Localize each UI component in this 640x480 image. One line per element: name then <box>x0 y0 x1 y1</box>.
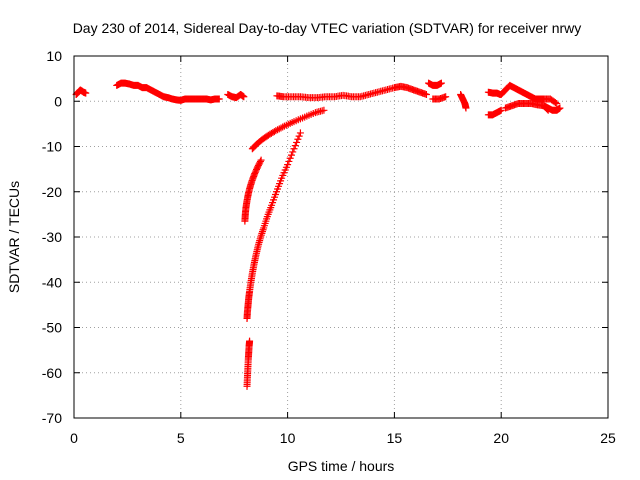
y-tick-label: -20 <box>42 184 62 200</box>
data-point <box>556 104 564 112</box>
x-axis-label: GPS time / hours <box>288 458 395 474</box>
x-tick-label: 25 <box>600 430 616 446</box>
data-point <box>442 93 450 101</box>
y-tick-label: 10 <box>46 48 62 64</box>
x-tick-label: 5 <box>177 430 185 446</box>
y-tick-label: -60 <box>42 365 62 381</box>
y-tick-label: -40 <box>42 274 62 290</box>
y-tick-label: 0 <box>54 93 62 109</box>
y-tick-labels: 10 0 -10 -20 -30 -40 -50 -60 -70 <box>42 48 62 426</box>
y-tick-label: -30 <box>42 229 62 245</box>
data-point <box>290 145 298 153</box>
x-tick-label: 0 <box>70 430 78 446</box>
data-point <box>551 99 559 107</box>
data-point <box>289 148 297 156</box>
y-tick-label: -70 <box>42 410 62 426</box>
data-point <box>422 90 430 98</box>
y-tick-label: -50 <box>42 320 62 336</box>
data-point <box>497 106 505 114</box>
data-markers <box>72 79 564 390</box>
data-point <box>293 138 301 146</box>
data-point <box>291 142 299 150</box>
data-point <box>462 104 470 112</box>
data-point <box>215 95 223 103</box>
x-tick-labels: 0 5 10 15 20 25 <box>70 430 616 446</box>
x-tick-label: 15 <box>387 430 403 446</box>
plot-frame <box>73 55 609 419</box>
x-tick-label: 20 <box>493 430 509 446</box>
chart-title: Day 230 of 2014, Sidereal Day-to-day VTE… <box>73 20 582 36</box>
y-axis-label: SDTVAR / TECUs <box>6 181 22 293</box>
data-point <box>437 79 445 87</box>
data-point <box>246 337 254 345</box>
data-point <box>82 89 90 97</box>
data-point <box>286 154 294 162</box>
data-point <box>279 123 287 131</box>
data-point <box>295 132 303 140</box>
grid <box>74 56 608 418</box>
y-tick-label: -10 <box>42 139 62 155</box>
data-point <box>284 161 292 169</box>
data-point <box>287 151 295 159</box>
data-point <box>294 135 302 143</box>
data-point <box>240 93 248 101</box>
data-point <box>320 106 328 114</box>
x-tick-label: 10 <box>280 430 296 446</box>
data-point <box>296 129 304 137</box>
data-point <box>257 156 265 164</box>
data-point <box>285 157 293 165</box>
data-point <box>553 100 561 108</box>
data-point <box>256 157 264 165</box>
